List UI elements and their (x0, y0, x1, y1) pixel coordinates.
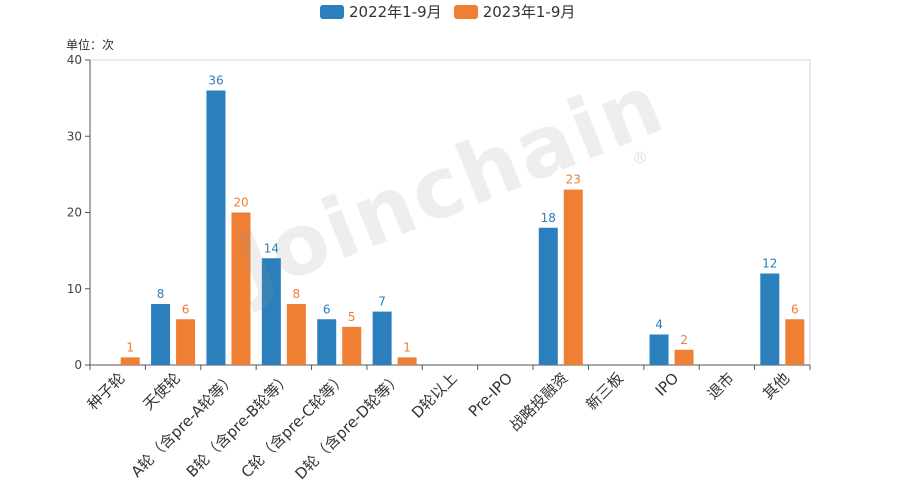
bar-2023 (785, 319, 805, 365)
bar-2023 (563, 189, 583, 365)
bar-2022 (760, 273, 780, 365)
data-label-2023: 20 (233, 196, 248, 210)
x-category-label: 种子轮 (84, 369, 129, 414)
y-axis-unit-label: 单位：次 (66, 38, 115, 52)
data-label-2023: 6 (791, 302, 799, 316)
legend-label-2023: 2023年1-9月 (482, 3, 576, 21)
x-category-label: 战略投融资 (506, 369, 572, 435)
x-category-label: D轮（含pre-D轮等） (292, 369, 406, 483)
bar-2023 (342, 326, 362, 365)
legend-swatch-2023 (453, 4, 478, 19)
y-tick-label: 20 (67, 206, 82, 220)
bar-2022 (151, 304, 171, 365)
legend-label-2022: 2022年1-9月 (349, 3, 442, 21)
x-category-label: 其他 (759, 369, 793, 403)
plot-frame (89, 59, 811, 366)
data-label-2022: 8 (157, 287, 165, 301)
y-tick-label: 0 (74, 358, 82, 372)
x-category-label: C轮（含pre-C轮等） (238, 369, 350, 481)
bar-2023 (176, 319, 196, 365)
legend-item-2023[interactable]: 2023年1-9月 (453, 1, 576, 22)
bar-2022 (317, 319, 337, 365)
bar-2022 (649, 334, 669, 365)
y-tick-label: 30 (67, 129, 82, 143)
bar-2023 (120, 357, 140, 365)
bar-2022 (538, 227, 558, 365)
x-category-label: Pre-IPO (465, 369, 516, 420)
bar-2022 (206, 90, 226, 365)
data-label-2022: 4 (655, 318, 663, 332)
bar-2023 (286, 304, 306, 365)
data-label-2022: 36 (208, 74, 223, 88)
y-tick-label: 10 (67, 282, 82, 296)
bar-2022 (261, 258, 281, 365)
legend-item-2022[interactable]: 2022年1-9月 (320, 1, 442, 22)
x-category-label: IPO (652, 369, 683, 400)
x-category-label: D轮以上 (408, 369, 461, 422)
chart-legend: 2022年1-9月 2023年1-9月 (320, 1, 587, 22)
data-label-2023: 2 (680, 333, 688, 347)
watermark-registered-mark: ® (632, 148, 648, 167)
bar-2023 (674, 349, 694, 365)
x-category-label: 退市 (704, 369, 738, 403)
x-category-label: A轮（含pre-A轮等） (127, 369, 239, 481)
y-tick-label: 40 (67, 53, 82, 67)
data-label-2023: 8 (293, 287, 301, 301)
data-label-2022: 12 (762, 257, 777, 271)
x-category-label: 天使轮 (139, 369, 184, 414)
bar-2022 (372, 311, 392, 365)
x-category-label: 新三板 (582, 369, 627, 414)
data-label-2023: 1 (126, 340, 134, 354)
x-category-label: B轮（含pre-B轮等） (183, 369, 295, 481)
data-label-2023: 6 (182, 302, 190, 316)
data-label-2023: 1 (403, 340, 411, 354)
bar-2023 (397, 357, 417, 365)
data-label-2022: 14 (264, 241, 279, 255)
data-label-2023: 5 (348, 310, 356, 324)
legend-swatch-2022 (320, 4, 344, 19)
data-label-2022: 6 (323, 302, 331, 316)
data-label-2022: 7 (378, 295, 386, 309)
data-label-2022: 18 (541, 211, 556, 225)
bar-2023 (231, 212, 251, 365)
data-label-2023: 23 (566, 173, 581, 187)
